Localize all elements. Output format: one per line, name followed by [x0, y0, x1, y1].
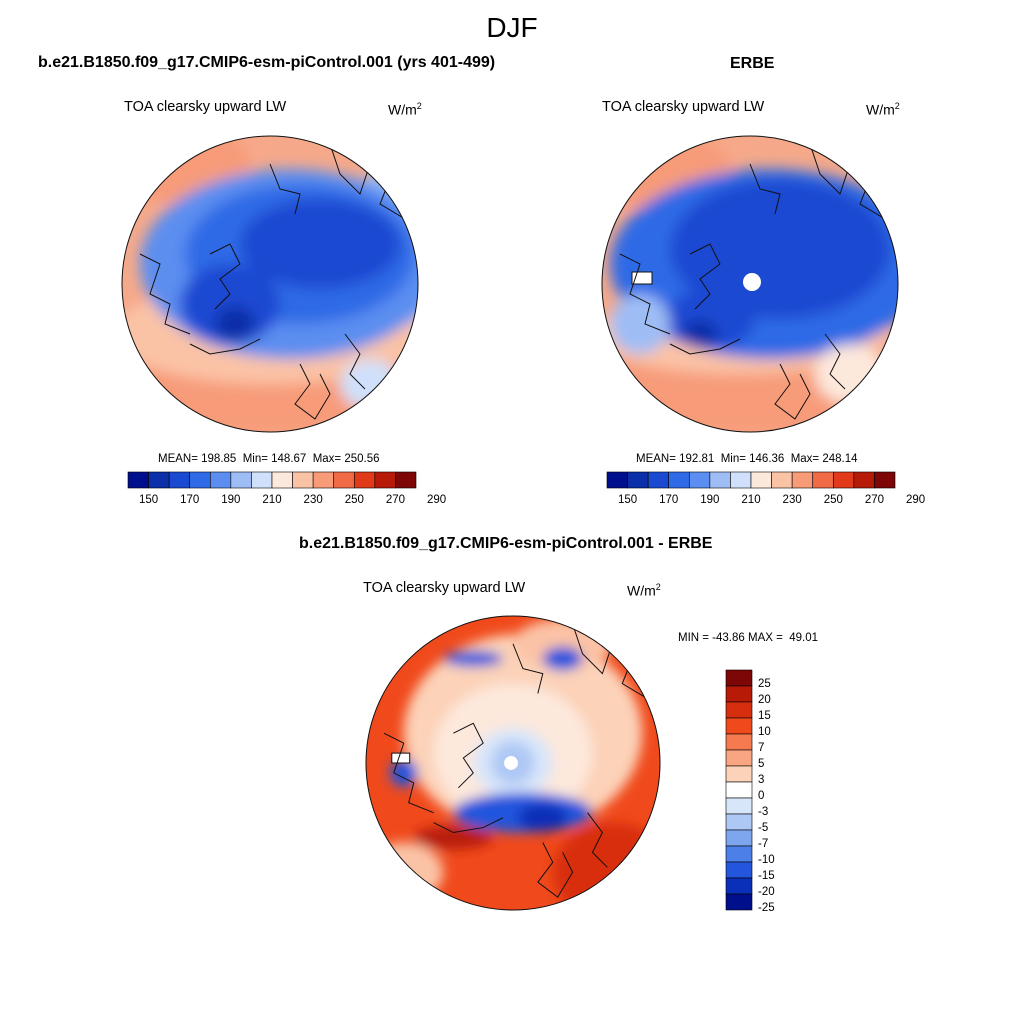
right-colorbar-tick-label: 210	[741, 494, 761, 506]
diff-colorbar-tick-label: 25	[758, 678, 771, 690]
left-stats: MEAN= 198.85 Min= 148.67 Max= 250.56	[158, 453, 380, 465]
left-colorbar-swatch	[209, 471, 232, 489]
right-polar-map	[601, 135, 899, 433]
right-colorbar-swatch	[853, 471, 875, 489]
right-stats: MEAN= 192.81 Min= 146.36 Max= 248.14	[636, 453, 858, 465]
left-colorbar-tick-label: 210	[262, 494, 282, 506]
right-colorbar-tick-label: 250	[823, 494, 843, 506]
left-colorbar-tick-label: 190	[221, 494, 241, 506]
diff-colorbar-tick-label: 15	[758, 710, 771, 722]
right-variable-title: TOA clearsky upward LW	[602, 99, 765, 115]
diff-colorbar-tick-label: -3	[758, 806, 769, 818]
right-colorbar-swatch	[874, 471, 896, 489]
left-colorbar-swatch	[374, 471, 396, 489]
left-colorbar-swatch	[333, 471, 355, 489]
left-colorbar-swatch	[312, 471, 335, 489]
diff-colorbar-tick-label: 20	[758, 694, 771, 706]
left-colorbar-swatch	[251, 471, 273, 489]
diff-colorbar-tick-label: 3	[758, 774, 765, 786]
right-colorbar-tick-label: 290	[905, 494, 926, 506]
right-colorbar-swatch	[709, 471, 731, 489]
diff-colorbar-swatch	[725, 781, 753, 799]
left-units: W/m2	[388, 101, 422, 118]
figure-title: DJF	[486, 12, 538, 43]
diff-colorbar-tick-label: -10	[758, 854, 775, 866]
left-colorbar-labels: 150 170 190 210 230 250 270 290	[128, 494, 446, 510]
right-colorbar-swatch	[771, 471, 793, 489]
left-colorbar-swatch	[230, 471, 252, 489]
diff-colorbar-tick-label: 0	[758, 790, 765, 802]
diff-colorbar-swatch	[725, 829, 753, 847]
right-colorbar-tick-label: 150	[617, 494, 638, 506]
diff-colorbar	[725, 669, 753, 911]
left-colorbar-swatch	[271, 471, 293, 489]
diff-colorbar-swatch	[725, 861, 753, 879]
left-case-title: b.e21.B1850.f09_g17.CMIP6-esm-piControl.…	[38, 54, 496, 71]
left-polar-map	[121, 135, 419, 433]
diff-colorbar-swatch	[725, 701, 753, 719]
right-units: W/m2	[866, 101, 900, 118]
left-colorbar-swatch	[292, 471, 314, 489]
diff-units: W/m2	[627, 582, 661, 599]
diff-colorbar-swatch	[725, 733, 753, 751]
left-colorbar-tick-label: 270	[385, 494, 406, 506]
diff-colorbar-swatch	[725, 717, 753, 735]
right-colorbar-swatch	[688, 471, 711, 489]
left-colorbar-tick-label: 230	[303, 494, 323, 506]
right-colorbar-swatch	[647, 471, 670, 489]
right-colorbar-swatch	[791, 471, 814, 489]
diff-colorbar-labels: 25 20 15 10 7 5 3 0 -3 -5 -7 -10 -15 -20 -25	[758, 670, 798, 914]
diff-colorbar-tick-label: 10	[758, 726, 771, 738]
diff-colorbar-swatch	[725, 669, 753, 687]
diff-case-title: b.e21.B1850.f09_g17.CMIP6-esm-piControl.…	[299, 535, 713, 552]
left-colorbar-swatch	[127, 471, 149, 489]
right-colorbar-swatch	[812, 471, 834, 489]
diff-colorbar-tick-label: -7	[758, 838, 769, 850]
right-colorbar-tick-label: 170	[659, 494, 679, 506]
left-colorbar-tick-label: 170	[180, 494, 200, 506]
diff-colorbar-tick-label: -5	[758, 822, 769, 834]
diff-colorbar-swatch	[725, 813, 753, 831]
diff-colorbar-tick-label: -25	[758, 902, 775, 914]
right-colorbar-swatch	[627, 471, 649, 489]
right-case-title: ERBE	[730, 55, 775, 72]
left-colorbar-swatch	[168, 471, 191, 489]
left-colorbar-swatch	[395, 471, 417, 489]
diff-polar-map	[365, 615, 661, 911]
diff-colorbar-tick-label: -20	[758, 886, 775, 898]
diff-colorbar-swatch	[725, 685, 753, 703]
right-colorbar-tick-label: 270	[864, 494, 885, 506]
right-colorbar-swatch	[750, 471, 772, 489]
right-colorbar-tick-label: 190	[700, 494, 720, 506]
diff-colorbar-tick-label: 5	[758, 758, 765, 770]
left-colorbar-tick-label: 250	[344, 494, 364, 506]
right-colorbar-swatch	[668, 471, 690, 489]
left-colorbar-tick-label: 150	[138, 494, 159, 506]
diff-colorbar-tick-label: -15	[758, 870, 775, 882]
right-colorbar-swatch	[832, 471, 855, 489]
right-colorbar	[606, 471, 896, 489]
diff-colorbar-swatch	[725, 765, 753, 783]
left-colorbar-tick-label: 290	[426, 494, 447, 506]
right-colorbar-swatch	[606, 471, 628, 489]
diff-colorbar-swatch	[725, 845, 753, 863]
left-colorbar-swatch	[189, 471, 211, 489]
diff-colorbar-swatch	[725, 797, 753, 815]
diff-variable-title: TOA clearsky upward LW	[363, 580, 526, 596]
right-colorbar-labels: 150 170 190 210 230 250 270 290	[607, 494, 925, 510]
diff-colorbar-swatch	[725, 877, 753, 895]
diff-stats: MIN = -43.86 MAX = 49.01	[678, 632, 818, 644]
left-colorbar	[127, 471, 417, 489]
left-colorbar-swatch	[148, 471, 170, 489]
right-colorbar-tick-label: 230	[782, 494, 802, 506]
right-colorbar-swatch	[730, 471, 752, 489]
diff-colorbar-swatch	[725, 749, 753, 767]
left-variable-title: TOA clearsky upward LW	[124, 99, 287, 115]
diff-colorbar-swatch	[725, 893, 753, 911]
left-colorbar-swatch	[353, 471, 376, 489]
diff-colorbar-tick-label: 7	[758, 742, 765, 754]
